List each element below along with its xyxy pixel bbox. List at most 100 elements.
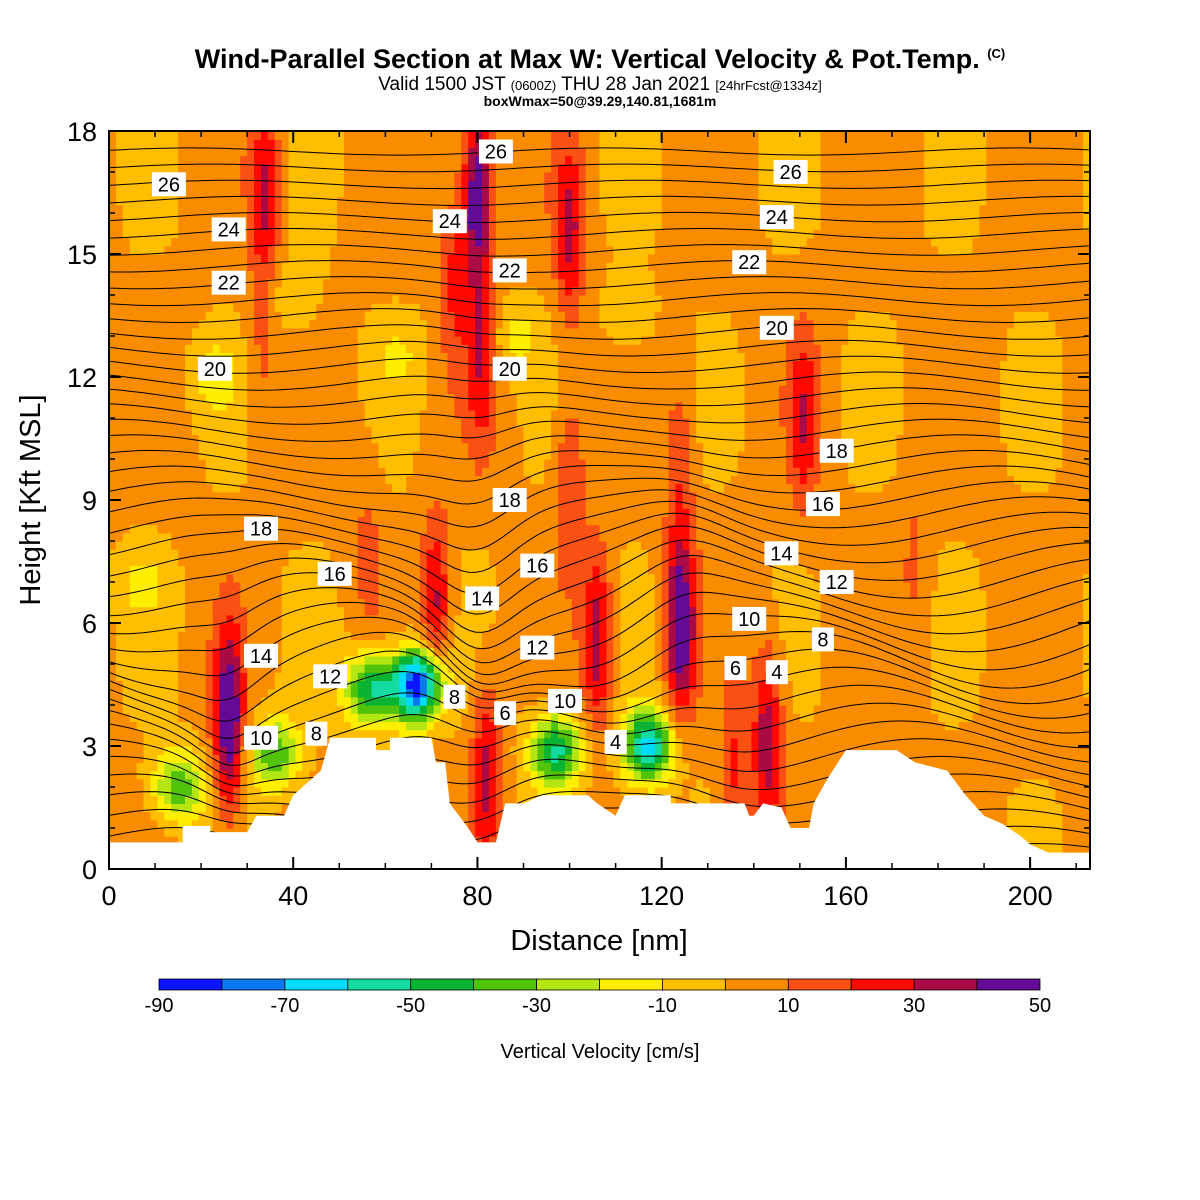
velocity-cell bbox=[357, 557, 366, 567]
velocity-cell bbox=[191, 475, 200, 485]
velocity-cell bbox=[482, 188, 490, 198]
velocity-cell bbox=[392, 516, 400, 526]
velocity-cell bbox=[350, 147, 359, 157]
velocity-cell bbox=[447, 549, 456, 558]
velocity-cell bbox=[406, 295, 414, 304]
velocity-cell bbox=[392, 213, 400, 222]
velocity-cell bbox=[115, 541, 124, 550]
velocity-cell bbox=[440, 836, 449, 845]
velocity-cell bbox=[454, 737, 462, 747]
velocity-cell bbox=[440, 713, 449, 722]
velocity-cell bbox=[136, 696, 145, 706]
velocity-cell bbox=[109, 836, 117, 845]
velocity-cell bbox=[281, 483, 290, 493]
velocity-cell bbox=[302, 631, 310, 640]
velocity-cell bbox=[171, 754, 179, 763]
velocity-cell bbox=[115, 672, 124, 681]
velocity-cell bbox=[247, 631, 255, 640]
velocity-cell bbox=[406, 573, 414, 583]
velocity-cell bbox=[115, 245, 124, 255]
velocity-cell bbox=[171, 664, 179, 673]
velocity-cell bbox=[323, 459, 331, 468]
velocity-cell bbox=[164, 352, 172, 362]
velocity-cell bbox=[205, 549, 214, 558]
velocity-cell bbox=[122, 155, 131, 165]
velocity-cell bbox=[109, 508, 117, 517]
velocity-cell bbox=[205, 401, 214, 411]
velocity-cell bbox=[212, 573, 221, 583]
velocity-cell bbox=[330, 172, 338, 181]
velocity-cell bbox=[433, 746, 442, 755]
velocity-cell bbox=[260, 385, 269, 394]
velocity-cell bbox=[226, 213, 234, 222]
velocity-cell bbox=[399, 532, 407, 542]
velocity-cell bbox=[233, 721, 241, 731]
velocity-cell bbox=[330, 393, 338, 403]
velocity-cell bbox=[454, 582, 462, 591]
velocity-cell bbox=[378, 713, 386, 722]
velocity-cell bbox=[274, 524, 283, 534]
velocity-cell bbox=[454, 557, 462, 567]
velocity-cell bbox=[350, 278, 359, 288]
velocity-cell bbox=[357, 631, 366, 640]
velocity-cell bbox=[178, 590, 186, 599]
velocity-cell bbox=[254, 286, 262, 296]
velocity-cell bbox=[302, 163, 310, 173]
velocity-cell bbox=[233, 508, 241, 517]
velocity-cell bbox=[399, 598, 407, 608]
velocity-cell bbox=[468, 746, 476, 755]
velocity-cell bbox=[260, 639, 269, 649]
velocity-cell bbox=[295, 500, 304, 509]
velocity-cell bbox=[323, 573, 331, 583]
velocity-cell bbox=[184, 303, 193, 312]
velocity-cell bbox=[433, 467, 442, 476]
velocity-cell bbox=[247, 155, 255, 165]
velocity-cell bbox=[454, 491, 462, 501]
velocity-cell bbox=[343, 795, 352, 804]
velocity-cell bbox=[129, 541, 138, 550]
velocity-cell bbox=[488, 664, 497, 673]
velocity-cell bbox=[205, 254, 214, 263]
velocity-cell bbox=[357, 819, 366, 829]
velocity-cell bbox=[205, 590, 214, 599]
velocity-cell bbox=[419, 196, 428, 206]
velocity-cell bbox=[164, 344, 172, 353]
velocity-cell bbox=[412, 516, 421, 526]
velocity-cell bbox=[212, 204, 221, 214]
velocity-cell bbox=[247, 237, 255, 247]
velocity-cell bbox=[115, 557, 124, 567]
velocity-cell bbox=[357, 729, 366, 739]
velocity-cell bbox=[350, 565, 359, 575]
velocity-cell bbox=[288, 803, 297, 813]
velocity-cell bbox=[254, 180, 262, 189]
velocity-cell bbox=[316, 286, 324, 296]
velocity-cell bbox=[274, 836, 283, 845]
velocity-cell bbox=[150, 705, 158, 714]
velocity-cell bbox=[447, 828, 456, 837]
velocity-cell bbox=[212, 762, 221, 772]
velocity-cell bbox=[205, 221, 214, 230]
velocity-cell bbox=[171, 418, 179, 427]
velocity-cell bbox=[150, 172, 158, 181]
velocity-cell bbox=[316, 188, 324, 198]
velocity-cell bbox=[129, 434, 138, 444]
velocity-cell bbox=[371, 803, 380, 813]
velocity-cell bbox=[412, 418, 421, 427]
velocity-cell bbox=[109, 131, 117, 140]
velocity-cell bbox=[330, 426, 338, 435]
velocity-cell bbox=[260, 721, 269, 731]
velocity-cell bbox=[281, 270, 290, 280]
velocity-cell bbox=[150, 303, 158, 312]
velocity-cell bbox=[157, 787, 165, 796]
velocity-cell bbox=[475, 139, 483, 148]
velocity-cell bbox=[274, 721, 283, 731]
velocity-cell bbox=[288, 393, 297, 403]
velocity-cell bbox=[323, 311, 331, 321]
velocity-cell bbox=[475, 467, 483, 476]
velocity-cell bbox=[461, 147, 469, 157]
velocity-cell bbox=[274, 163, 283, 173]
velocity-cell bbox=[274, 385, 283, 394]
velocity-cell bbox=[267, 647, 276, 657]
velocity-cell bbox=[205, 836, 214, 845]
velocity-cell bbox=[247, 303, 255, 312]
